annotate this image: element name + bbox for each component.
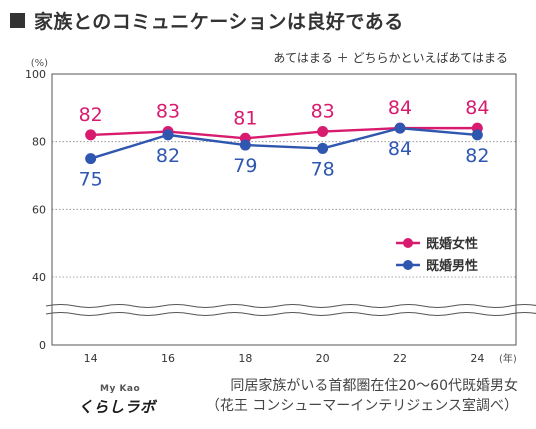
axis-break-line-bottom [45,312,536,316]
legend-label: 既婚男性 [426,258,478,274]
footer-line-2: （花王 コンシューマーインテリジェンス室調べ） [205,398,518,414]
title-row: 家族とのコミュニケーションは良好である [10,6,404,34]
logo-bottom-text: くらしラボ [78,398,156,416]
x-tick-label: 18 [238,352,252,365]
data-point [471,129,483,141]
data-point [162,129,174,141]
data-label: 82 [79,104,103,126]
data-point [85,153,97,165]
data-label: 83 [311,101,335,123]
line-chart: あてはまる ＋ どちらかといえばあてはまる (%) (年) 0 40 60 80 100… [25,51,536,365]
x-tick-label: 24 [470,352,484,365]
data-point [239,139,251,151]
x-tick-label: 16 [161,352,175,365]
data-label: 83 [156,101,180,123]
legend-marker [403,238,413,248]
data-label: 82 [156,145,180,167]
axis-break [44,304,536,316]
data-point [317,126,329,138]
data-label: 78 [311,158,335,180]
x-tick-label: 20 [316,352,330,365]
y-tick-label: 40 [32,271,46,284]
footer-line-1: 同居家族がいる首都圏在住20〜60代既婚男女 [230,378,518,394]
series-line-male [90,126,478,160]
data-label: 84 [465,97,489,119]
legend-label: 既婚女性 [426,236,478,252]
title-marker [10,12,25,28]
chart-subtitle: あてはまる ＋ どちらかといえばあてはまる [273,51,508,65]
data-label: 75 [79,169,103,191]
x-unit-label: (年) [499,352,517,365]
footer-note: 同居家族がいる首都圏在住20〜60代既婚男女 （花王 コンシューマーインテリジェ… [206,376,518,416]
data-label: 81 [233,107,257,129]
x-tick-label: 22 [393,352,407,365]
y-tick-label: 100 [25,68,46,81]
series-layer: 82 83 81 83 84 84 75 82 79 78 84 82 [79,97,490,190]
chart-title: 家族とのコミュニケーションは良好である [34,10,404,33]
kao-logo: My Kao くらしラボ [78,384,168,424]
data-label: 84 [388,138,412,160]
y-unit-label: (%) [31,58,48,69]
data-point [317,142,329,154]
axis-break-line-top [45,304,536,308]
data-label: 84 [388,97,412,119]
y-tick-label: 60 [32,203,46,216]
axis-layer: 0 40 60 80 100 14 16 18 20 22 24 [25,68,517,365]
axis-break-mask [44,305,524,315]
plot-frame [51,73,517,346]
y-tick-label: 80 [32,136,46,149]
grid-layer [52,141,516,278]
legend-marker [403,260,413,270]
y-tick-label: 0 [39,339,46,352]
data-point [85,129,97,141]
x-tick-label: 14 [84,352,98,365]
data-label: 79 [233,155,257,177]
logo-top-text: My Kao [100,384,141,394]
data-point [394,122,406,134]
data-label: 82 [465,145,489,167]
